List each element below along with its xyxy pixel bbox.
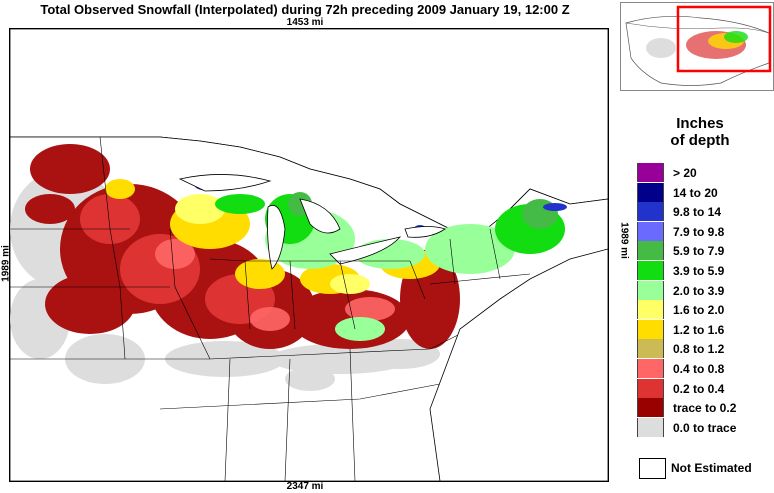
- legend-label: 7.9 to 9.8: [673, 224, 725, 239]
- legend-label: 1.2 to 1.6: [673, 322, 725, 337]
- legend-label: 0.2 to 0.4: [673, 381, 725, 396]
- inset-view-box: [676, 5, 772, 73]
- legend-swatch: [637, 300, 664, 320]
- legend-swatch: [637, 221, 664, 241]
- legend-label: 0.0 to trace: [673, 420, 737, 435]
- legend-title: Inches of depth: [640, 115, 760, 149]
- legend-label: trace to 0.2: [673, 401, 737, 416]
- legend-label: > 20: [673, 166, 697, 180]
- top-distance-label: 1453 mi: [286, 17, 324, 28]
- legend-swatch: [637, 260, 664, 280]
- right-distance-label: 1989 mi: [618, 222, 630, 259]
- legend-swatch: [637, 378, 664, 398]
- legend-title-line1: Inches: [676, 115, 724, 132]
- legend-swatch: [637, 280, 664, 300]
- legend-swatch: [637, 163, 664, 182]
- legend-label: 14 to 20: [673, 185, 718, 200]
- overview-inset-map[interactable]: [620, 2, 774, 91]
- legend-swatch: [637, 417, 664, 437]
- overview-inset-graphic: [625, 5, 772, 86]
- map-title: Total Observed Snowfall (Interpolated) d…: [40, 2, 570, 17]
- legend-label: 3.9 to 5.9: [673, 263, 725, 278]
- snowfall-map[interactable]: [9, 28, 609, 482]
- legend-swatch: [637, 202, 664, 222]
- legend-label: 5.9 to 7.9: [673, 244, 725, 259]
- legend-label: 0.4 to 0.8: [673, 361, 725, 376]
- legend-label: 1.6 to 2.0: [673, 303, 725, 318]
- not-estimated-swatch: [639, 458, 666, 479]
- legend-swatch: [637, 358, 664, 378]
- legend-swatch: [637, 398, 664, 418]
- bottom-distance-label: 2347 mi: [286, 481, 324, 492]
- legend-title-line2: of depth: [670, 132, 730, 149]
- legend-swatch: [637, 182, 664, 202]
- legend-swatch: [637, 241, 664, 261]
- legend-label: 2.0 to 3.9: [673, 283, 725, 298]
- legend-swatch: [637, 319, 664, 339]
- legend-label: 0.8 to 1.2: [673, 342, 725, 357]
- not-estimated-label: Not Estimated: [671, 461, 752, 475]
- legend-label: 9.8 to 14: [673, 205, 722, 220]
- legend-swatch: [637, 339, 664, 359]
- snowfall-map-graphic: [10, 29, 608, 481]
